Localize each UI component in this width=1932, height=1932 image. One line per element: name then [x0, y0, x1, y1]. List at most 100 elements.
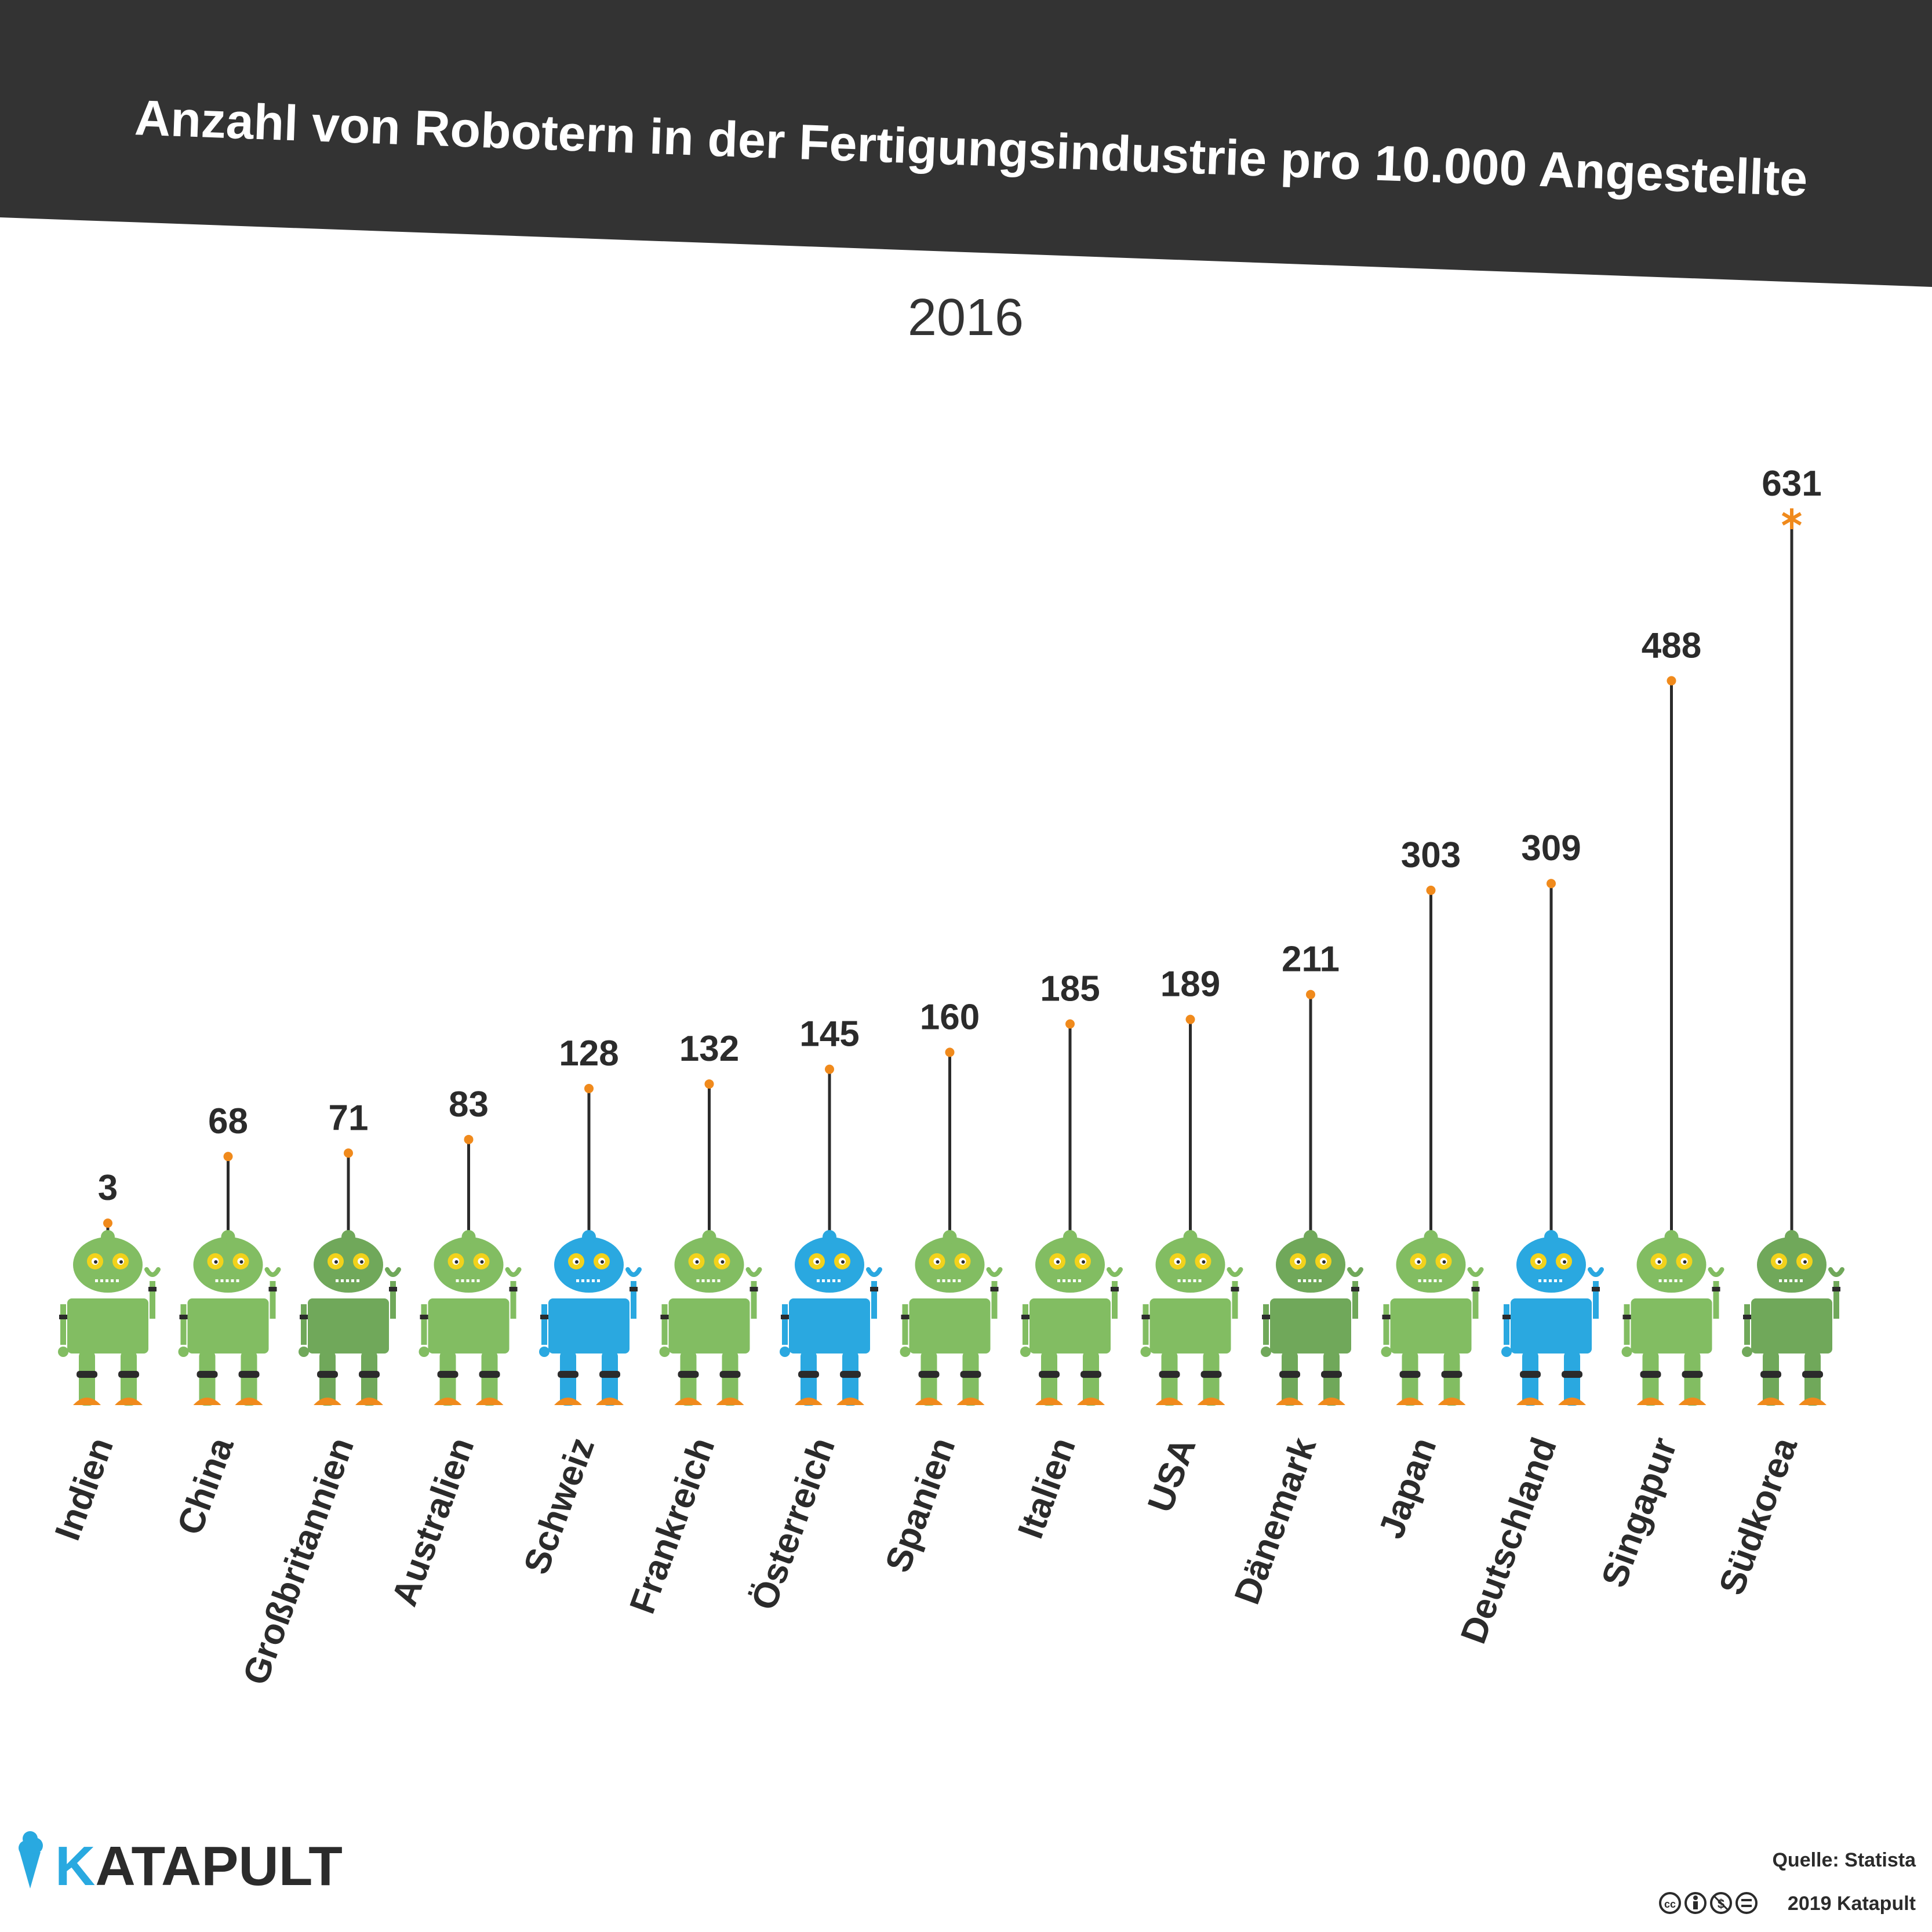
robot-pupil	[1657, 1260, 1661, 1264]
robot-pupil	[480, 1260, 484, 1264]
robot-mouth-dot	[1679, 1279, 1683, 1282]
nd-icon	[1735, 1892, 1758, 1914]
robot-head-knob	[1304, 1230, 1318, 1244]
robot-mouth-dot	[712, 1279, 715, 1282]
category-label: Singapur	[1594, 1432, 1685, 1592]
robot-mouth-dot	[95, 1279, 98, 1282]
robot-left-arm	[421, 1304, 427, 1345]
robot-mouth-dot	[346, 1279, 349, 1282]
robot-left-leg	[560, 1351, 576, 1406]
value-label: 211	[1282, 940, 1340, 980]
robot-right-arm	[1112, 1281, 1118, 1319]
robot-mouth-dot	[1418, 1279, 1421, 1282]
robot-knee	[1039, 1371, 1060, 1378]
robot-mouth-dot	[581, 1279, 584, 1282]
robot-right-arm	[1593, 1281, 1599, 1319]
robot-right-leg	[1203, 1351, 1220, 1406]
robot-left-foot	[1757, 1398, 1785, 1405]
robot-arm-joint	[630, 1287, 638, 1291]
robot-pupil	[841, 1260, 845, 1264]
robot-knee	[238, 1371, 260, 1378]
robot-pupil	[239, 1260, 243, 1264]
robot-icon	[780, 1230, 882, 1406]
robot-mouth-dot	[832, 1279, 835, 1282]
robot-left-hand	[1742, 1347, 1752, 1357]
robot-body	[789, 1298, 870, 1354]
robot-pupil	[1202, 1260, 1206, 1264]
robot-left-arm	[1744, 1304, 1750, 1345]
robot-arm-joint	[1262, 1315, 1270, 1319]
robot-mouth-dot	[1298, 1279, 1301, 1282]
robot-right-leg	[1564, 1351, 1580, 1406]
robot-right-arm	[150, 1281, 155, 1319]
robot-right-hand	[866, 1267, 882, 1277]
robot-pupil	[454, 1260, 459, 1264]
robot-pupil	[214, 1260, 218, 1264]
robot-head-knob	[101, 1230, 115, 1244]
robot-left-arm	[1143, 1304, 1149, 1345]
chart-subtitle: 2016	[908, 289, 1024, 347]
robot-right-leg	[1684, 1351, 1701, 1406]
robot-knee	[1159, 1371, 1180, 1378]
robot-pupil	[1056, 1260, 1060, 1264]
robot-icon	[419, 1230, 522, 1406]
robot-arm-joint	[148, 1287, 157, 1291]
cc-icon: cc	[1659, 1892, 1681, 1914]
bar-singapur: 488 Singapur	[1594, 625, 1724, 1592]
category-label: USA	[1140, 1432, 1204, 1518]
robot-knee	[317, 1371, 338, 1378]
robot-right-hand	[1107, 1267, 1123, 1277]
robot-right-arm	[1232, 1281, 1238, 1319]
robot-knee	[678, 1371, 699, 1378]
robot-left-leg	[79, 1351, 95, 1406]
robot-knee	[840, 1371, 861, 1378]
robot-knee	[960, 1371, 981, 1378]
robot-arm-joint	[1592, 1287, 1600, 1291]
category-label: Italien	[1010, 1432, 1083, 1544]
robot-left-arm	[1383, 1304, 1389, 1345]
robot-arm-joint	[1743, 1315, 1751, 1319]
robot-pupil	[1803, 1260, 1807, 1264]
robot-left-leg	[1282, 1351, 1298, 1406]
robot-left-leg	[1642, 1351, 1659, 1406]
robot-left-arm	[1624, 1304, 1630, 1345]
robot-right-hand	[625, 1267, 642, 1277]
robot-left-leg	[1161, 1351, 1178, 1406]
robot-mouth-dot	[1319, 1279, 1322, 1282]
robot-head	[1396, 1237, 1466, 1293]
robot-left-leg	[319, 1351, 336, 1406]
value-label: 303	[1401, 835, 1461, 875]
robot-right-hand	[745, 1267, 762, 1277]
robot-left-arm	[782, 1304, 788, 1345]
robot-arm-joint	[179, 1315, 188, 1319]
robot-arm-joint	[1351, 1287, 1359, 1291]
robot-knee	[1520, 1371, 1541, 1378]
robot-head-knob	[341, 1230, 355, 1244]
asterisk-stroke	[1781, 512, 1802, 526]
robot-left-arm	[541, 1304, 547, 1345]
robot-mouth-dot	[1789, 1279, 1792, 1282]
robot-arm-joint	[990, 1287, 999, 1291]
robot-head-knob	[823, 1230, 836, 1244]
robot-mouth-dot	[1784, 1279, 1787, 1282]
robot-left-arm	[1023, 1304, 1028, 1345]
robot-right-hand	[1708, 1267, 1724, 1277]
robot-mouth-dot	[947, 1279, 951, 1282]
robot-pupil	[1297, 1260, 1300, 1264]
robot-mouth-dot	[351, 1279, 354, 1282]
robot-mouth-dot	[111, 1279, 114, 1282]
brand-rest: ATAPULT	[95, 1835, 343, 1897]
robot-arm-joint	[870, 1287, 878, 1291]
robot-pupil	[1442, 1260, 1446, 1264]
robot-pupil	[1322, 1260, 1326, 1264]
copyright-label: 2019 Katapult	[1788, 1893, 1916, 1915]
robot-head	[1155, 1237, 1225, 1293]
robot-arm-joint	[781, 1315, 789, 1319]
robot-icon	[1742, 1230, 1844, 1406]
robot-arm-joint	[540, 1315, 548, 1319]
robot-body	[1029, 1298, 1111, 1354]
nc-icon: $	[1710, 1892, 1732, 1914]
robot-mouth-dot	[1549, 1279, 1552, 1282]
robot-knee	[77, 1371, 97, 1378]
